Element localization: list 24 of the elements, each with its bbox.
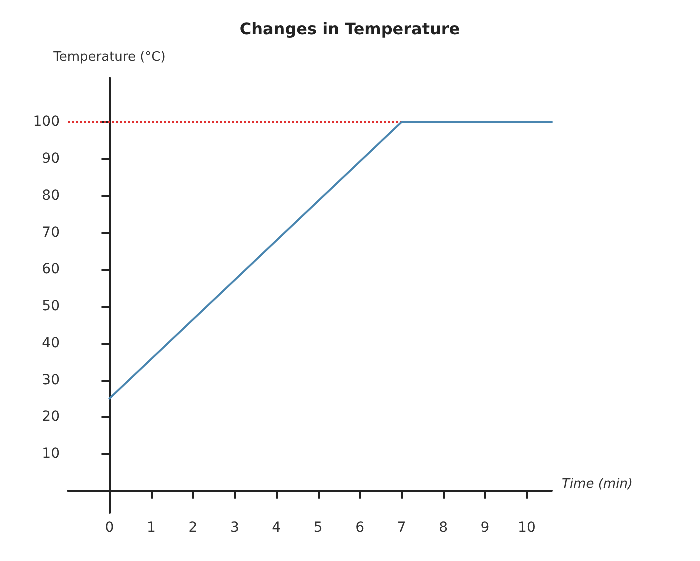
- chart-title: Changes in Temperature: [240, 20, 460, 38]
- y-tick-label: 70: [42, 224, 60, 241]
- y-tick-label: 60: [42, 262, 60, 278]
- x-tick-label: 2: [188, 520, 198, 536]
- x-tick-label: 7: [397, 520, 406, 536]
- x-tick-label: 10: [518, 520, 536, 536]
- x-tick-label: 4: [272, 520, 282, 536]
- y-tick-label: 30: [42, 372, 60, 388]
- x-tick-label: 0: [105, 520, 114, 536]
- y-axis-title: Temperature (°C): [52, 50, 166, 65]
- y-tick-label: 10: [42, 446, 60, 462]
- x-tick-label: 9: [480, 520, 490, 536]
- y-tick-label: 90: [42, 151, 60, 168]
- y-tick-label: 100: [33, 114, 60, 130]
- x-axis-title: Time (min): [562, 476, 634, 492]
- x-tick-label: 6: [356, 520, 365, 536]
- y-tick-label: 40: [42, 335, 60, 352]
- y-tick-label: 80: [42, 188, 60, 204]
- y-tick-label: 50: [42, 298, 60, 315]
- x-tick-label: 5: [314, 520, 323, 536]
- x-tick-label: 8: [439, 520, 448, 536]
- y-tick-label: 20: [42, 409, 60, 426]
- x-tick-label: 1: [146, 520, 156, 536]
- x-tick-label: 3: [230, 520, 240, 536]
